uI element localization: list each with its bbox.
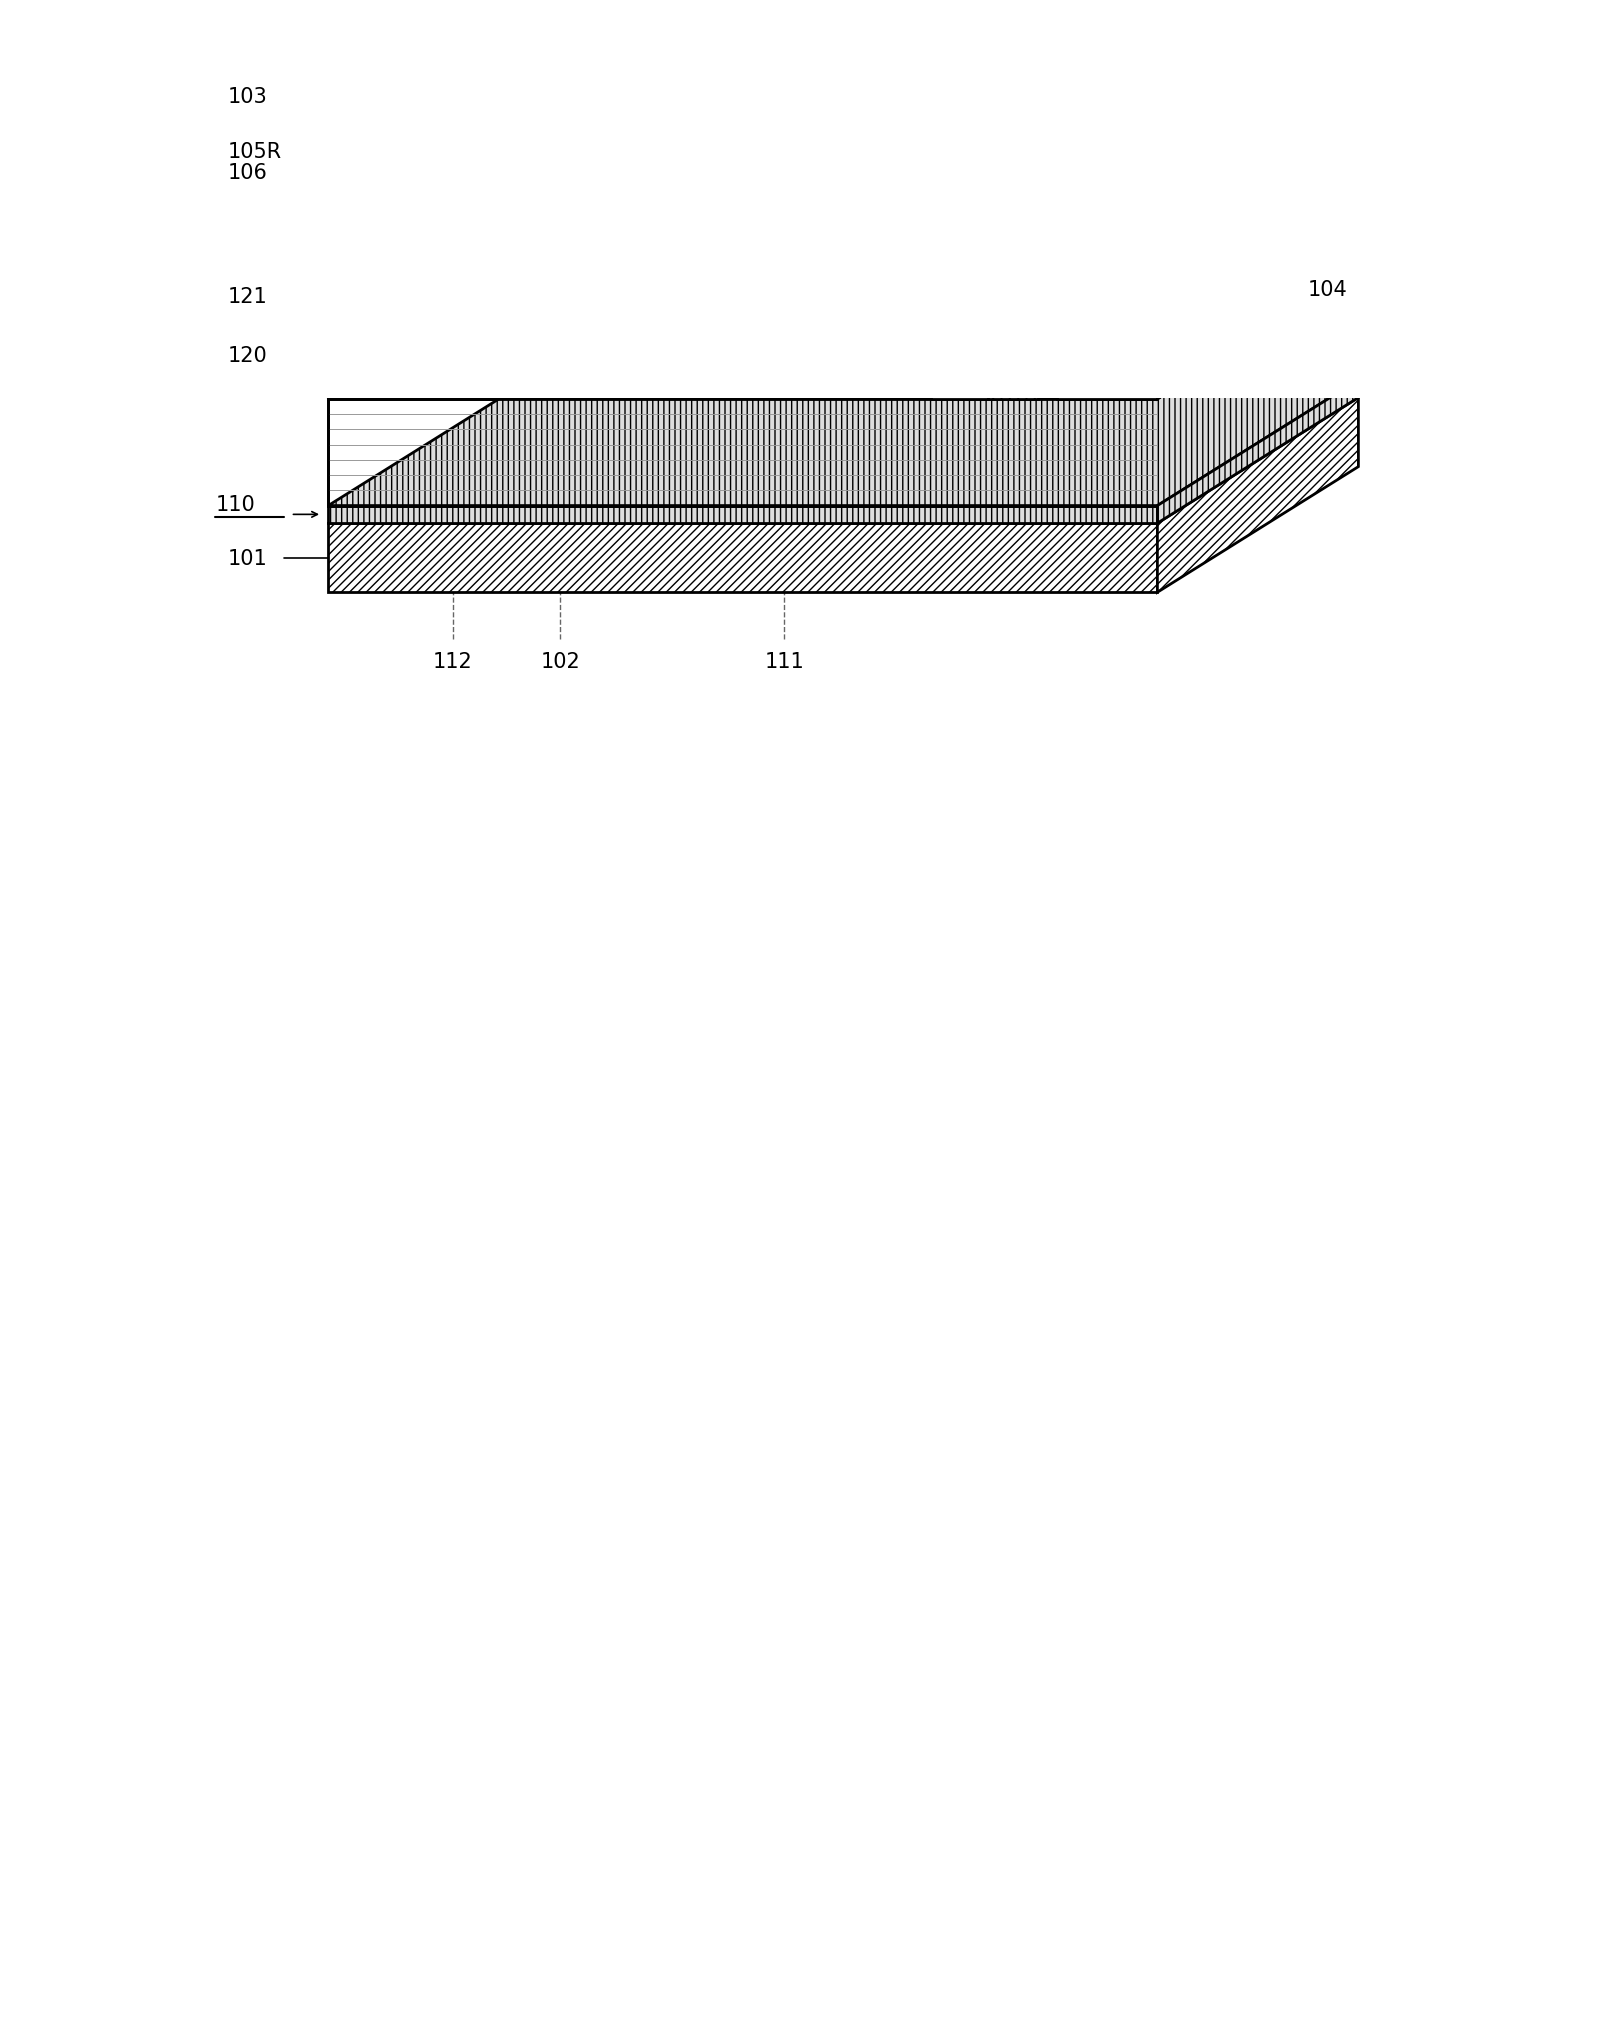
Polygon shape <box>1358 0 1409 14</box>
Text: 103: 103 <box>227 87 267 108</box>
Polygon shape <box>327 274 1358 400</box>
Text: 111: 111 <box>765 652 804 673</box>
Polygon shape <box>1157 0 1358 140</box>
Polygon shape <box>327 14 1358 140</box>
Polygon shape <box>327 341 930 372</box>
Polygon shape <box>1157 274 1358 506</box>
Polygon shape <box>1157 14 1358 165</box>
Polygon shape <box>327 524 1157 593</box>
Polygon shape <box>1157 0 1358 55</box>
Polygon shape <box>1157 181 1208 400</box>
Polygon shape <box>327 165 1157 181</box>
Polygon shape <box>327 39 1358 165</box>
Text: 110: 110 <box>216 496 254 514</box>
Text: 121: 121 <box>227 287 267 307</box>
Polygon shape <box>1157 380 1358 524</box>
Text: 105R: 105R <box>227 142 282 163</box>
Text: 104: 104 <box>1308 280 1349 301</box>
Polygon shape <box>1157 39 1358 181</box>
Polygon shape <box>480 156 1133 282</box>
Polygon shape <box>1057 274 1358 400</box>
Text: 112: 112 <box>433 652 472 673</box>
Text: 101: 101 <box>227 549 267 569</box>
Polygon shape <box>1057 181 1157 400</box>
Polygon shape <box>480 282 930 313</box>
Polygon shape <box>987 181 1037 400</box>
Polygon shape <box>327 0 1157 55</box>
Polygon shape <box>327 506 1157 524</box>
Polygon shape <box>1157 398 1358 593</box>
Text: 102: 102 <box>540 652 580 673</box>
Polygon shape <box>327 380 1358 506</box>
Polygon shape <box>327 398 1358 524</box>
Polygon shape <box>327 55 1157 140</box>
Polygon shape <box>327 400 1157 506</box>
Polygon shape <box>930 156 1133 313</box>
Polygon shape <box>930 181 987 400</box>
Polygon shape <box>327 140 1157 165</box>
Text: 106: 106 <box>227 163 267 183</box>
Polygon shape <box>1409 0 1431 55</box>
Polygon shape <box>930 215 1133 372</box>
Text: 120: 120 <box>227 345 267 366</box>
Polygon shape <box>327 215 1133 341</box>
Polygon shape <box>327 0 1358 55</box>
